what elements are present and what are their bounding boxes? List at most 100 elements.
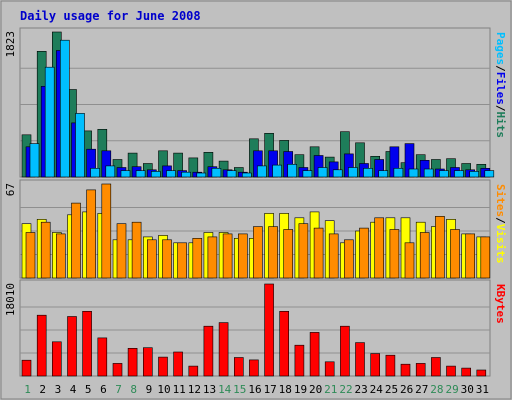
bar-pages-day-2 — [44, 66, 55, 178]
x-tick-label-day-25: 25 — [385, 383, 398, 396]
chart-title: Daily usage for June 2008 — [20, 9, 201, 23]
x-tick-label-day-14: 14 — [218, 383, 232, 396]
bar-pages-day-3 — [59, 39, 70, 178]
bar-kbytes-day-31 — [476, 369, 487, 377]
x-tick-label-day-15: 15 — [233, 383, 246, 396]
legend-separator: / — [494, 105, 507, 112]
bar-kbytes-day-22 — [340, 325, 350, 377]
bar-pages-day-28 — [439, 170, 449, 178]
bar-kbytes-day-14 — [218, 322, 229, 377]
bar-sites-day-19 — [298, 223, 309, 279]
bar-kbytes-day-25 — [385, 354, 396, 377]
bar-pages-day-29 — [454, 170, 464, 178]
bar-kbytes-day-28 — [431, 357, 441, 377]
bar-pages-day-10 — [166, 170, 176, 178]
bar-sites-day-25 — [389, 229, 400, 279]
panel-visitors-legend: Sites/Visits — [494, 184, 507, 264]
x-tick-label-day-1: 1 — [24, 383, 31, 396]
bar-pages-day-17 — [272, 164, 282, 178]
bar-sites-day-24 — [374, 217, 385, 279]
bar-kbytes-day-12 — [188, 365, 199, 377]
bar-kbytes-day-6 — [97, 337, 108, 377]
x-tick-label-day-9: 9 — [146, 383, 153, 396]
x-tick-label-day-19: 19 — [294, 383, 307, 396]
bar-pages-day-25 — [393, 168, 404, 178]
x-tick-label-day-28: 28 — [430, 383, 443, 396]
panels-layer: 1823 Pages/Files/Hits 67 Sites/Visits 18010 K… — [4, 27, 507, 377]
bar-pages-day-8 — [135, 170, 146, 178]
bar-sites-day-27 — [419, 232, 430, 279]
panel-visitors-ymax-label: 67 — [4, 183, 17, 196]
bar-sites-day-30 — [465, 233, 476, 279]
x-tick-label-day-21: 21 — [324, 383, 337, 396]
bar-kbytes-day-18 — [279, 310, 290, 377]
bar-sites-day-20 — [313, 227, 324, 279]
bar-sites-day-29 — [450, 229, 460, 279]
bar-pages-day-30 — [469, 171, 480, 178]
bar-pages-day-15 — [242, 172, 252, 178]
x-tick-label-day-7: 7 — [115, 383, 122, 396]
legend-hits: Hits — [494, 112, 507, 139]
bar-sites-day-1 — [25, 232, 36, 279]
panel-kbytes: 18010 KBytes — [4, 279, 507, 377]
bar-sites-day-22 — [344, 239, 354, 279]
legend-pages: Pages — [494, 32, 507, 65]
bar-kbytes-day-30 — [461, 367, 472, 377]
bar-sites-day-5 — [86, 189, 96, 279]
panel-kbytes-ymax-label: 18010 — [4, 283, 17, 316]
bar-sites-day-16 — [253, 226, 263, 279]
panel-traffic: 1823 Pages/Files/Hits — [4, 27, 507, 178]
bar-kbytes-day-2 — [36, 314, 47, 377]
bar-kbytes-day-11 — [173, 351, 183, 377]
x-tick-label-day-20: 20 — [309, 383, 322, 396]
legend-separator: / — [494, 65, 507, 72]
bar-sites-day-23 — [359, 227, 369, 279]
x-tick-label-day-22: 22 — [339, 383, 352, 396]
bar-pages-day-13 — [211, 168, 222, 178]
panel-kbytes-legend: KBytes — [494, 284, 507, 324]
bar-sites-day-28 — [435, 216, 445, 279]
x-tick-label-day-30: 30 — [461, 383, 474, 396]
bar-pages-day-12 — [196, 172, 207, 178]
bar-kbytes-day-9 — [143, 347, 153, 377]
x-tick-label-day-27: 27 — [415, 383, 428, 396]
bar-sites-day-31 — [480, 236, 491, 279]
bar-sites-day-6 — [101, 183, 112, 279]
bar-sites-day-15 — [238, 233, 248, 279]
bar-sites-day-26 — [404, 242, 415, 279]
bar-pages-day-24 — [378, 170, 389, 178]
bar-sites-day-12 — [192, 238, 203, 279]
bar-kbytes-day-13 — [203, 325, 214, 377]
bar-pages-day-11 — [181, 171, 191, 178]
bar-pages-day-6 — [105, 165, 116, 178]
bar-kbytes-day-8 — [127, 347, 138, 377]
bar-kbytes-day-7 — [112, 363, 123, 377]
bar-sites-day-21 — [328, 233, 339, 279]
bar-kbytes-day-23 — [355, 342, 365, 377]
bar-pages-day-27 — [423, 168, 434, 178]
legend-kbytes: KBytes — [494, 284, 507, 324]
bar-pages-day-4 — [75, 113, 85, 178]
x-tick-label-day-16: 16 — [248, 383, 261, 396]
bar-kbytes-day-16 — [249, 359, 259, 377]
bar-pages-day-9 — [151, 171, 161, 178]
bar-sites-day-8 — [131, 221, 142, 279]
x-tick-label-day-31: 31 — [476, 383, 489, 396]
x-tick-label-day-24: 24 — [370, 383, 384, 396]
bar-kbytes-day-15 — [234, 357, 244, 377]
x-tick-label-day-4: 4 — [70, 383, 77, 396]
bar-pages-day-21 — [332, 169, 343, 178]
bar-kbytes-day-24 — [370, 353, 381, 377]
x-tick-label-day-10: 10 — [157, 383, 170, 396]
bar-pages-day-18 — [287, 164, 298, 178]
bar-pages-day-14 — [226, 170, 237, 178]
bar-sites-day-10 — [162, 239, 172, 279]
bar-sites-day-4 — [71, 202, 81, 279]
bar-pages-day-7 — [120, 170, 131, 178]
bar-pages-day-31 — [484, 170, 495, 178]
x-tick-label-day-5: 5 — [85, 383, 92, 396]
bar-kbytes-day-5 — [82, 310, 92, 377]
